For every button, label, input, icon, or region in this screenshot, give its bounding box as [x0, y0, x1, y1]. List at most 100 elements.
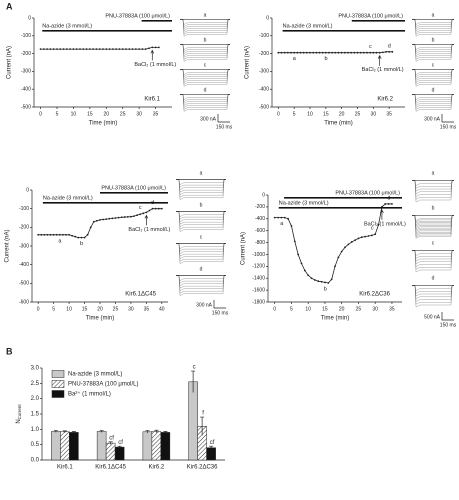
error-bar [62, 430, 67, 433]
data-point [359, 51, 362, 54]
data-point [52, 48, 55, 51]
y-tick-label: -400 [255, 216, 265, 222]
annotation: BaCl₂ (1 mmol/L) [364, 221, 406, 227]
data-point [297, 253, 300, 256]
error-bar [99, 430, 104, 433]
application-bar [282, 30, 405, 32]
data-point [277, 51, 280, 54]
data-point [148, 209, 151, 212]
arrow [377, 54, 382, 66]
data-point [366, 51, 368, 54]
scale-label: 150 ms [212, 310, 229, 316]
scale-label: 150 ms [440, 322, 457, 328]
scale-label: 300 nA [196, 302, 213, 308]
data-point [151, 46, 154, 49]
scale-label: 150 ms [440, 124, 457, 130]
data-point [117, 216, 120, 219]
data-point [115, 48, 118, 51]
data-point [58, 233, 61, 236]
data-point [98, 48, 101, 51]
channel-label: Kir6.2 [377, 97, 393, 103]
data-point [79, 48, 81, 51]
data-point [59, 48, 62, 51]
x-tick-label: 15 [87, 111, 93, 117]
y-tick-label: -400 [19, 262, 29, 268]
data-point [138, 48, 141, 51]
error-bar [191, 370, 196, 393]
annotation: BaCl₂ (1 mmol/L) [128, 227, 170, 233]
data-point [71, 234, 74, 237]
data-point [145, 211, 148, 214]
point-label: b [80, 241, 83, 247]
y-axis-title: Current (nA) [245, 46, 251, 79]
x-tick-label: 10 [71, 111, 77, 117]
data-point [388, 50, 391, 53]
x-tick-label: 20 [339, 306, 345, 312]
data-point [283, 51, 286, 54]
x-tick-label: 25 [113, 306, 119, 312]
y-tick-label: 0 [28, 15, 31, 21]
data-point [69, 48, 72, 51]
data-point [125, 48, 127, 51]
x-axis-title: Time (min) [324, 121, 352, 127]
y-tick-label: 1.0 [31, 427, 40, 433]
data-point [92, 220, 95, 223]
x-tick-label: 35 [389, 306, 395, 312]
annotation: BaCl₂ (1 mmol/L) [134, 62, 176, 68]
x-tick-label: Kir6.2ΔC36 [187, 465, 218, 471]
data-point [293, 51, 296, 54]
error-bar [209, 445, 214, 450]
x-tick-label: Kir6.1ΔC45 [95, 465, 126, 471]
annotation: PNU-37883A (100 μmol/L) [105, 13, 170, 19]
x-tick-label: 20 [97, 306, 103, 312]
data-point [327, 282, 330, 284]
data-point [318, 51, 321, 54]
data-point [111, 48, 114, 51]
data-point [95, 48, 98, 51]
x-axis-title: Time (min) [89, 121, 117, 127]
x-tick-label: 30 [136, 111, 142, 117]
x-tick-label: 25 [120, 111, 126, 117]
bar [96, 431, 107, 461]
y-tick-label: -500 [19, 281, 29, 287]
data-point [86, 233, 89, 236]
data-point [92, 48, 95, 51]
legend-swatch [51, 370, 65, 378]
y-tick-label: -300 [19, 243, 29, 249]
data-point [118, 48, 121, 51]
data-point [350, 241, 353, 243]
data-point [362, 51, 365, 54]
data-point [88, 48, 91, 51]
data-point [105, 48, 108, 51]
trace-label: c [432, 240, 435, 246]
data-point [42, 48, 45, 51]
data-point [72, 48, 75, 51]
x-tick-label: Kir6.1 [57, 465, 73, 471]
error-bar [200, 416, 205, 436]
data-point [330, 278, 333, 281]
x-tick-label: 35 [144, 306, 150, 312]
x-axis-title: Time (min) [321, 316, 349, 322]
significance-label: f [202, 411, 204, 417]
y-tick-label: -500 [21, 104, 31, 110]
error-bar [154, 429, 159, 433]
data-point [343, 51, 346, 54]
point-label: b [324, 56, 327, 62]
data-point [290, 51, 292, 54]
data-point [350, 51, 353, 54]
scale-label: 300 nA [424, 116, 441, 122]
data-point [354, 239, 356, 242]
x-tick-label: 10 [66, 306, 72, 312]
data-point [385, 50, 387, 53]
y-tick-label: -600 [255, 228, 265, 234]
data-point [372, 51, 375, 54]
y-tick-label: 0.5 [31, 442, 40, 448]
y-axis-title-sub: Current [17, 404, 22, 420]
data-point [381, 51, 384, 54]
bar [188, 381, 198, 461]
y-tick-label: -400 [259, 87, 269, 93]
data-point [293, 240, 296, 243]
data-point [133, 215, 135, 218]
y-tick-label: 0.0 [31, 458, 40, 464]
